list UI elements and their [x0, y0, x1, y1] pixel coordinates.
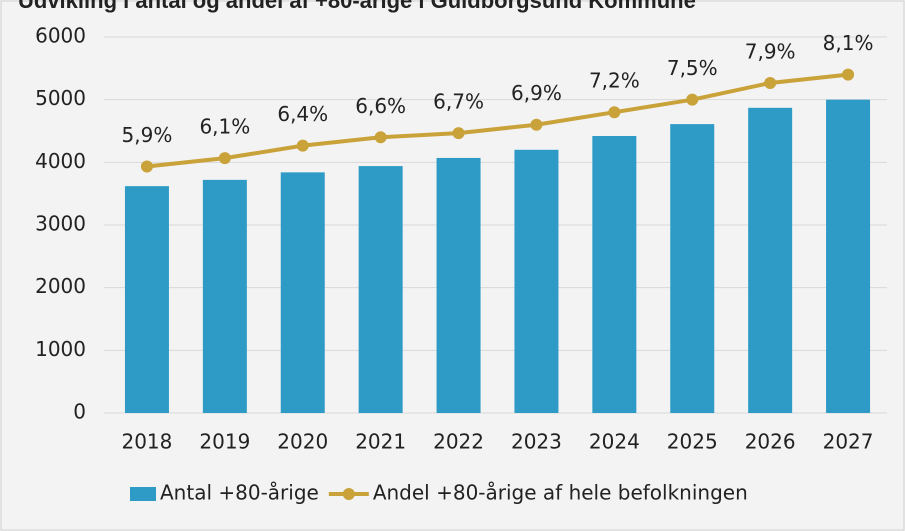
line-point: [608, 106, 621, 119]
y-tick-label: 3000: [35, 212, 86, 236]
data-label: 7,2%: [589, 69, 640, 93]
bar: [670, 124, 715, 414]
data-label: 6,4%: [277, 102, 328, 126]
x-tick-label: 2027: [823, 430, 874, 454]
x-tick-label: 2022: [433, 430, 484, 454]
y-tick-label: 2000: [35, 274, 86, 298]
data-label: 5,9%: [122, 123, 173, 147]
x-tick-label: 2025: [667, 430, 718, 454]
x-tick-label: 2026: [745, 430, 796, 454]
legend-swatch: [130, 487, 156, 501]
line-point: [374, 131, 387, 144]
bar: [436, 157, 481, 413]
legend-label: Andel +80-årige af hele befolkningen: [373, 481, 748, 505]
line-point: [530, 118, 543, 131]
y-tick-label: 0: [73, 400, 86, 424]
bar: [748, 107, 793, 414]
legend-label: Antal +80-årige: [160, 481, 319, 505]
line-point: [218, 152, 231, 165]
line-point: [686, 93, 699, 106]
line-point: [842, 68, 855, 81]
data-label: 7,5%: [667, 56, 718, 80]
line-point: [452, 127, 465, 140]
line-point: [296, 139, 309, 152]
bar: [280, 172, 325, 413]
data-label: 6,1%: [199, 115, 250, 139]
bar: [124, 186, 169, 413]
data-label: 6,9%: [511, 81, 562, 105]
data-label: 7,9%: [745, 39, 796, 63]
bar: [202, 179, 247, 413]
x-tick-label: 2019: [199, 430, 250, 454]
chart-title: Udvikling i antal og andel af +80-årige …: [18, 0, 696, 13]
data-label: 6,7%: [433, 90, 484, 114]
data-label: 6,6%: [355, 94, 406, 118]
y-tick-label: 4000: [35, 149, 86, 173]
line: [146, 72, 849, 169]
y-tick-label: 6000: [35, 24, 86, 48]
line-point: [140, 160, 153, 173]
bar: [826, 99, 871, 414]
y-tick-label: 5000: [35, 86, 86, 110]
line-point: [764, 76, 777, 89]
x-tick-label: 2024: [589, 430, 640, 454]
bar: [358, 166, 403, 413]
x-tick-label: 2023: [511, 430, 562, 454]
x-tick-label: 2020: [277, 430, 328, 454]
x-tick-label: 2018: [121, 430, 172, 454]
legend-swatch: [342, 488, 355, 500]
bar: [592, 136, 637, 413]
data-label: 8,1%: [823, 31, 874, 55]
x-tick-label: 2021: [355, 430, 406, 454]
bar: [514, 149, 559, 414]
y-tick-label: 1000: [35, 337, 86, 361]
